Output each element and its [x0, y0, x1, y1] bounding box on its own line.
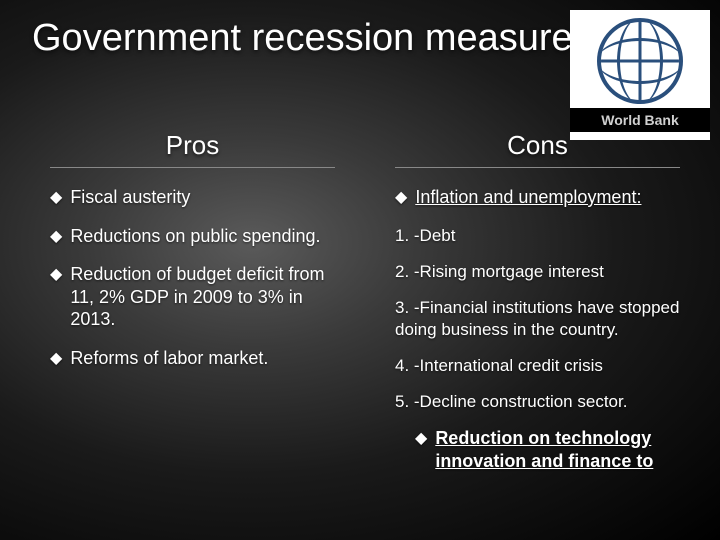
list-item-text: Reduction on technology innovation and f… — [435, 427, 680, 472]
globe-icon — [597, 18, 683, 104]
bullet-icon: ◆ — [50, 188, 62, 208]
pros-header: Pros — [50, 130, 335, 168]
list-item: ◆ Reduction on technology innovation and… — [395, 427, 680, 472]
list-item: ◆ Reduction of budget deficit from 11, 2%… — [50, 263, 335, 331]
list-item: 3. -Financial institutions have stopped … — [395, 297, 680, 341]
list-item: ◆ Fiscal austerity — [50, 186, 335, 209]
list-item-text: Reforms of labor market. — [70, 347, 268, 370]
pros-body: ◆ Fiscal austerity ◆ Reductions on public s… — [50, 186, 335, 369]
cons-body: ◆ Inflation and unemployment: 1. -Debt 2. -… — [395, 186, 680, 472]
bullet-icon: ◆ — [415, 429, 427, 449]
bullet-icon: ◆ — [395, 188, 407, 208]
slide-title: Government recession measures — [32, 18, 592, 60]
list-item: ◆ Reductions on public spending. — [50, 225, 335, 248]
list-item: 5. -Decline construction sector. — [395, 391, 680, 413]
bullet-icon: ◆ — [50, 265, 62, 285]
cons-column: Cons ◆ Inflation and unemployment: 1. -Deb… — [395, 130, 680, 488]
bullet-icon: ◆ — [50, 227, 62, 247]
list-item: ◆ Reforms of labor market. — [50, 347, 335, 370]
list-item-text: Inflation and unemployment: — [415, 186, 641, 209]
list-item: 2. -Rising mortgage interest — [395, 261, 680, 283]
list-item-text: Reductions on public spending. — [70, 225, 320, 248]
pros-column: Pros ◆ Fiscal austerity ◆ Reductions on pub… — [50, 130, 335, 488]
two-column-layout: Pros ◆ Fiscal austerity ◆ Reductions on pub… — [50, 130, 680, 488]
bullet-icon: ◆ — [50, 349, 62, 369]
list-item-text: Fiscal austerity — [70, 186, 190, 209]
list-item: 1. -Debt — [395, 225, 680, 247]
list-item: ◆ Inflation and unemployment: — [395, 186, 680, 209]
list-item-text: Reduction of budget deficit from 11, 2% … — [70, 263, 335, 331]
world-bank-logo: World Bank — [570, 10, 710, 140]
logo-label: World Bank — [570, 108, 710, 132]
cons-header: Cons — [395, 130, 680, 168]
list-item: 4. -International credit crisis — [395, 355, 680, 377]
